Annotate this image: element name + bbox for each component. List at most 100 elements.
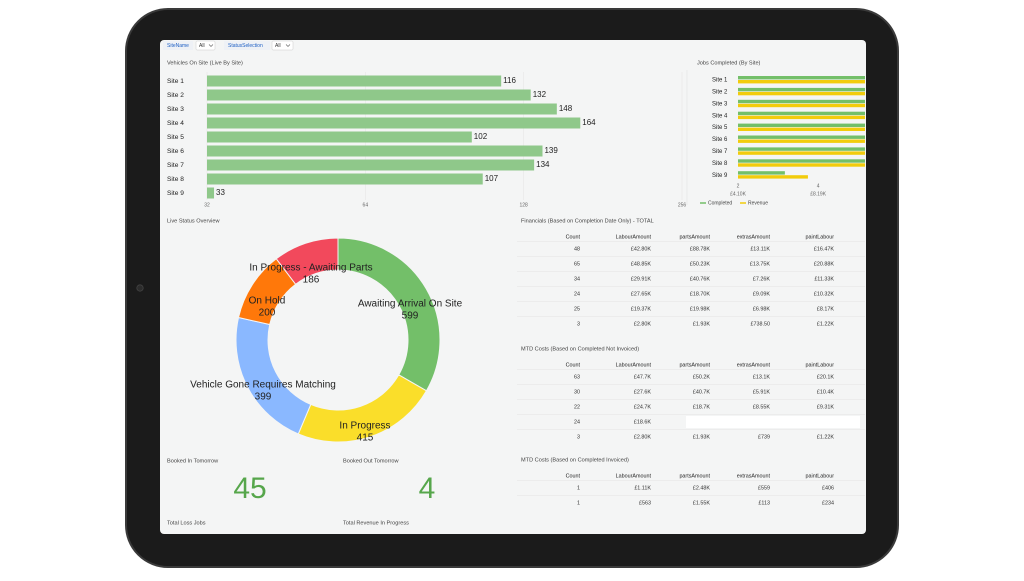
bar [738,80,865,84]
table-header: partsAmount [679,234,710,240]
table-cell: 25 [574,306,580,312]
table-header: LabourAmount [616,234,652,240]
slice-value: 599 [402,311,419,322]
x-tick-label: 128 [519,202,528,208]
table-header: LabourAmount [616,362,652,368]
filter-label: StatusSelection [228,43,263,49]
x2-tick-label: £8.19K [810,191,827,197]
table-cell: £19.37K [631,306,651,312]
table-cell: £47.7K [634,374,651,380]
x-tick-label: 4 [817,183,820,189]
table-cell: 48 [574,246,580,252]
bar [738,87,865,92]
bar [207,89,531,101]
table-cell: £50.2K [693,374,710,380]
table-cell: £13.75K [750,261,770,267]
table-cell: £40.7K [693,389,710,395]
table-cell: £5.91K [753,389,770,395]
table-cell: £27.65K [631,291,651,297]
y-tick-label: Site 7 [712,149,728,155]
table-cell: 65 [574,261,580,267]
table-cell: £1.11K [634,485,651,491]
empty-cells [686,416,860,428]
filter-label-box [224,41,270,50]
data-label: 164 [582,118,596,127]
slice-value: 415 [357,433,374,444]
y-tick-label: Site 4 [167,120,184,127]
table-cell: £88.78K [690,246,710,252]
slice-value: 186 [303,275,320,286]
stat-label: Booked In Tomorrow [167,458,219,464]
table-cell: £406 [822,485,834,491]
slice-label: Awaiting Arrival On Site [358,299,463,310]
bar [207,103,557,115]
table-cell: £29.91K [631,276,651,282]
bar [738,103,865,108]
panel-title: Vehicles On Site (Live By Site) [167,60,243,66]
panel-title: Live Status Overview [167,218,221,224]
y-tick-label: Site 8 [712,161,728,167]
slice-label: In Progress - Awaiting Parts [249,263,372,274]
table-cell: £559 [758,485,770,491]
table-cell: £8.17K [817,306,834,312]
table-header: extrasAmount [737,234,771,240]
table-cell: £113 [758,500,770,506]
table-cell: £18.70K [690,291,710,297]
legend-label: Completed [708,200,732,206]
bar [738,127,865,131]
table-cell: £9.09K [753,291,770,297]
table-cell: £18.7K [693,404,710,410]
data-label: 132 [533,90,547,99]
data-label: 134 [536,160,550,169]
table-cell: £1.22K [817,434,834,440]
x-tick-label: 64 [363,202,369,208]
bar [738,91,865,96]
bar [738,115,865,120]
data-label: 107 [485,174,499,183]
table-cell: £2.80K [634,434,651,440]
table-header: Count [566,473,581,479]
table-cell: £19.98K [690,306,710,312]
table-cell: £7.26K [753,276,770,282]
table-cell: £42.80K [631,246,651,252]
y-tick-label: Site 3 [712,101,728,107]
y-tick-label: Site 6 [712,137,728,143]
filter-dropdown[interactable] [195,40,216,51]
data-label: 33 [216,188,225,197]
y-tick-label: Site 2 [712,89,728,95]
table-cell: £13.11K [750,246,770,252]
slice-value: 200 [259,308,276,319]
x-tick-label: 32 [204,202,210,208]
bar [738,139,865,143]
x2-tick-label: £4.10K [730,191,747,197]
table-cell: £50.23K [690,261,710,267]
table-cell: 30 [574,389,580,395]
table-cell: £1.93K [693,321,710,327]
stat-value: 45 [233,472,266,505]
legend-label: Revenue [748,200,768,206]
table-cell: £18.6K [634,419,651,425]
data-label: 102 [474,132,488,141]
y-tick-label: Site 1 [167,78,184,85]
table-header: Count [566,362,581,368]
table-header-bg [517,470,865,482]
table-cell: 1 [577,485,580,491]
bar-group [738,76,865,179]
y-tick-label: Site 6 [167,148,184,155]
filter-dropdown[interactable] [271,40,294,51]
table-header: Count [566,234,581,240]
bar [207,75,502,87]
table-cell: 34 [574,276,580,282]
table-header: extrasAmount [737,473,771,479]
bar [207,117,581,129]
table-cell: £2.48K [693,485,710,491]
table-cell: £24.7K [634,404,651,410]
bar [738,111,865,116]
table-title: MTD Costs (Based on Completed Not Invoic… [521,346,639,352]
bar [207,173,483,185]
table-cell: £234 [822,500,834,506]
data-label: 148 [559,104,573,113]
y-tick-label: Site 5 [167,134,184,141]
